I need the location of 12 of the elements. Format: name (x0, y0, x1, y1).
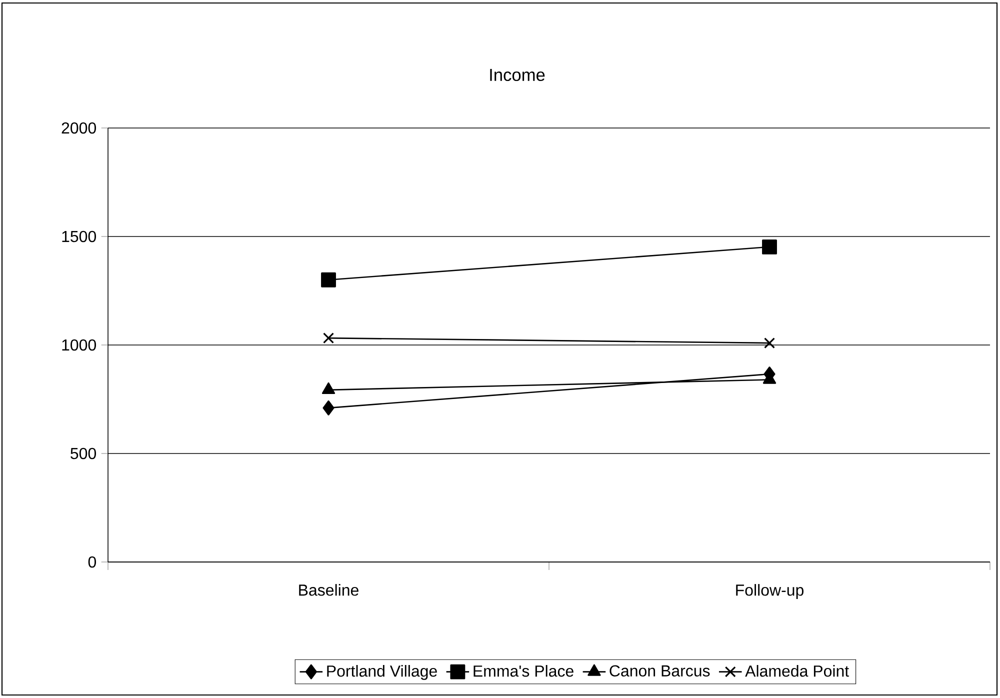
chart-title: Income (490, 68, 545, 82)
y-tick-label: 2000 (62, 122, 96, 134)
y-tick-label: 1000 (62, 339, 96, 351)
legend-label: Portland Village (327, 665, 437, 680)
y-tick-label: 500 (70, 448, 96, 460)
y-tick-label: 0 (88, 556, 96, 568)
x-tick-label: Follow-up (736, 584, 804, 599)
y-tick-label: 1500 (62, 230, 96, 242)
legend-label: Alameda Point (745, 665, 849, 677)
legend-label: Emma's Place (474, 665, 574, 677)
legend-label: Canon Barcus (610, 665, 710, 677)
x-tick-label: Baseline (299, 584, 358, 596)
